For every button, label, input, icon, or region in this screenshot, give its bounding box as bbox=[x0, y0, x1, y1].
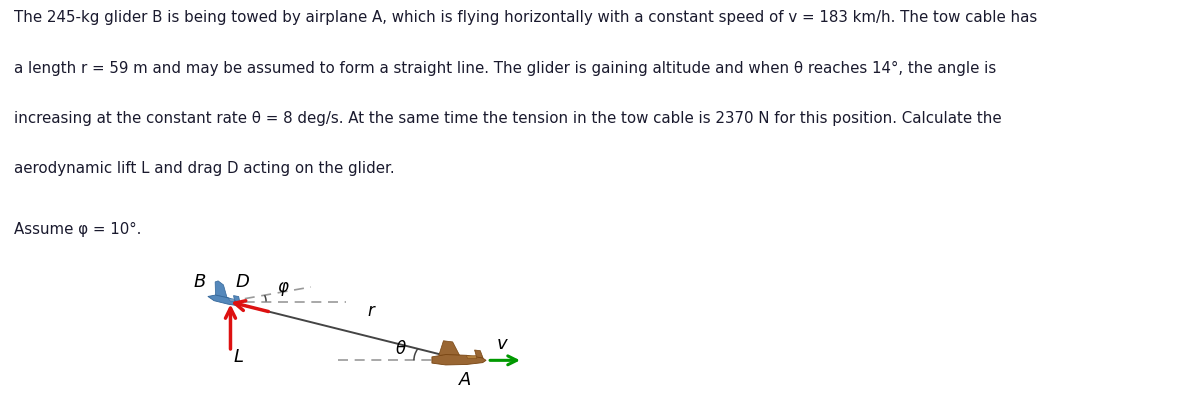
Polygon shape bbox=[474, 350, 484, 358]
Text: $D$: $D$ bbox=[235, 273, 250, 291]
Text: $\varphi$: $\varphi$ bbox=[276, 280, 289, 298]
Polygon shape bbox=[432, 354, 486, 365]
Polygon shape bbox=[215, 281, 229, 299]
Text: increasing at the constant rate θ̇ = 8 deg/s. At the same time the tension in th: increasing at the constant rate θ̇ = 8 d… bbox=[14, 111, 1002, 126]
Text: $A$: $A$ bbox=[458, 371, 472, 389]
Polygon shape bbox=[208, 295, 240, 306]
Text: Assume φ = 10°.: Assume φ = 10°. bbox=[14, 222, 142, 237]
Text: $L$: $L$ bbox=[234, 348, 245, 366]
Text: The 245-kg glider B is being towed by airplane A, which is flying horizontally w: The 245-kg glider B is being towed by ai… bbox=[14, 10, 1038, 26]
Text: aerodynamic lift L and drag D acting on the glider.: aerodynamic lift L and drag D acting on … bbox=[14, 161, 395, 176]
Text: a length r = 59 m and may be assumed to form a straight line. The glider is gain: a length r = 59 m and may be assumed to … bbox=[14, 61, 997, 76]
Text: $\theta$: $\theta$ bbox=[395, 340, 407, 358]
Text: $r$: $r$ bbox=[367, 303, 377, 320]
Polygon shape bbox=[439, 341, 460, 355]
Polygon shape bbox=[228, 298, 235, 301]
Polygon shape bbox=[234, 295, 240, 303]
Text: $B$: $B$ bbox=[193, 273, 206, 291]
Text: $v$: $v$ bbox=[496, 335, 509, 353]
Polygon shape bbox=[467, 355, 476, 359]
